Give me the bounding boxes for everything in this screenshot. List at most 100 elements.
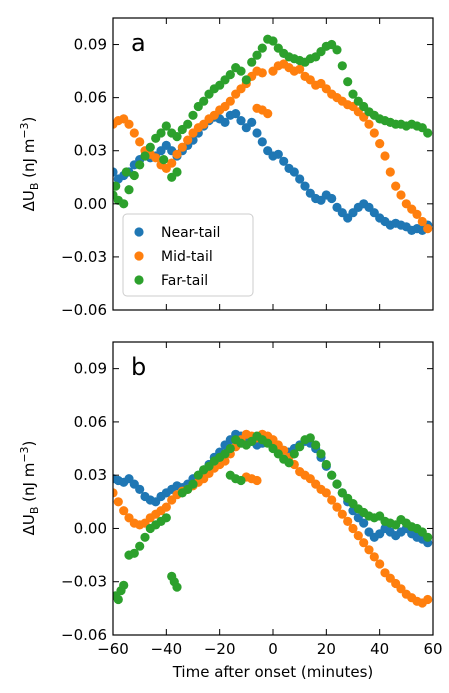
legend-marker [134,275,144,285]
data-point [369,552,379,562]
data-point [113,594,123,605]
data-point [279,156,289,166]
y-label-main: ΔU [20,514,38,535]
y-label-subscript: B [28,183,41,191]
x-tick-label: 0 [268,640,278,658]
data-point [268,36,278,46]
data-point [172,582,182,592]
data-point [172,167,182,177]
data-point [135,137,145,147]
data-point [140,532,150,542]
data-point [119,506,129,516]
data-point [327,470,337,480]
data-point [391,181,401,191]
data-point [321,459,331,470]
legend-label: Far-tail [161,273,208,289]
y-tick-label: 0.09 [74,36,107,54]
data-point [423,224,433,234]
data-point [183,119,193,129]
data-point [380,151,390,161]
plot-frame [112,341,434,636]
data-point [225,96,235,106]
data-point [113,497,123,507]
data-point [273,149,283,159]
data-point [252,475,262,486]
data-point [252,50,262,60]
data-point [220,117,230,127]
data-point [225,70,235,80]
data-point [263,109,273,119]
data-point [145,142,155,152]
x-tick-label: 20 [317,640,336,658]
data-point [375,139,385,149]
data-point [423,532,433,542]
data-point [423,594,433,605]
y-label-close: ) [20,117,38,123]
data-points [113,429,433,608]
y-axis-label: ΔUB (nJ m−3) [18,117,41,212]
x-axis-label: Time after onset (minutes) [172,663,374,681]
legend-label: Mid-tail [161,249,213,265]
data-point [305,433,315,443]
panel-letter: b [131,353,146,381]
data-point [161,121,171,131]
data-point [161,513,171,523]
y-tick-label: −0.06 [61,301,107,319]
data-point [364,119,374,129]
y-tick-label: 0.03 [74,466,107,484]
data-point [172,149,182,159]
data-point [140,151,150,161]
data-point [188,479,198,489]
data-point [135,484,145,494]
data-point [337,61,347,71]
panel-letter: a [131,29,146,57]
data-point [113,167,118,177]
data-point [236,475,246,486]
data-point [332,479,342,489]
data-point [321,488,331,498]
data-point [113,488,118,498]
data-point [119,580,129,590]
data-point [289,449,299,459]
data-point [124,185,134,195]
y-tick-label: −0.03 [61,573,107,591]
panel-a: −0.06 −0.03 0.00 0.03 0.06 0.09 a ΔUB (nJ m−3) N… [18,17,434,319]
series-mid-tail [113,59,433,234]
data-point [257,68,267,78]
panel-b: −0.06 −0.03 0.00 0.03 0.06 0.09 −60 −40 −20 0 20 40… [18,341,443,681]
y-tick-label: 0.09 [74,360,107,378]
data-point [188,110,198,120]
y-label-unit: (nJ m [20,139,38,183]
y-label-exponent: −3 [18,446,31,462]
data-point [119,199,129,209]
data-point [412,209,422,219]
data-point [300,181,310,191]
data-point [257,43,267,53]
data-point [337,509,347,519]
data-point [311,440,321,450]
data-points [113,34,433,235]
data-point [359,538,369,548]
data-point [124,119,134,129]
data-point [343,77,353,87]
data-point [252,128,262,138]
data-point [332,502,342,512]
series-far-tail [113,34,433,209]
data-point [343,516,353,527]
data-point [316,449,326,459]
data-point [247,117,257,127]
data-point [121,167,131,177]
data-point [167,158,177,168]
series-far-tail [113,431,433,605]
data-point [151,153,161,163]
data-point [375,559,385,569]
data-point [159,155,169,165]
data-point [236,66,246,76]
data-point [369,128,379,138]
x-tick-label: 40 [370,640,389,658]
data-point [129,170,139,181]
data-point [225,443,235,454]
legend-marker [134,227,144,237]
data-point [284,458,294,468]
data-point [348,523,358,534]
